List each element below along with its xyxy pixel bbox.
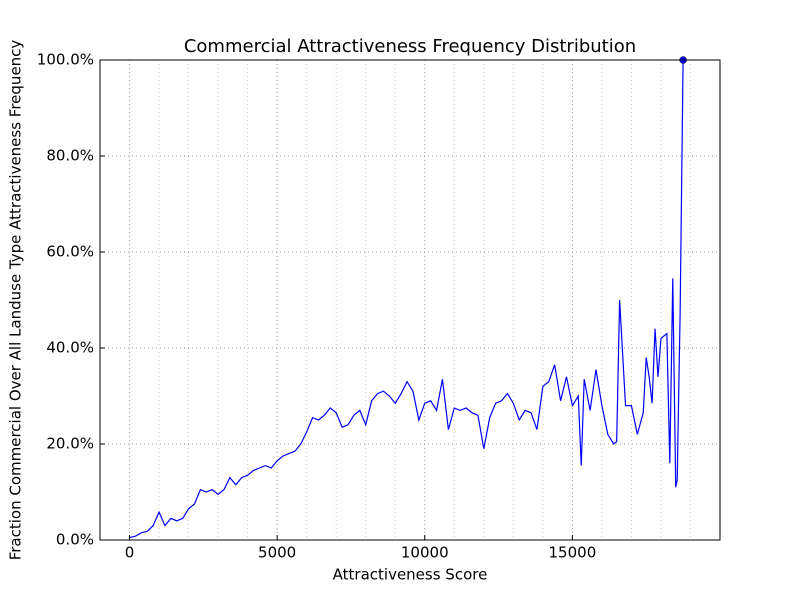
x-axis-label: Attractiveness Score — [333, 566, 488, 584]
y-tick-label: 80.0% — [46, 147, 94, 165]
x-tick-label: 5000 — [258, 544, 296, 562]
x-tick-label: 10000 — [401, 544, 449, 562]
y-axis-label: Fraction Commercial Over All Landuse Typ… — [7, 40, 25, 561]
data-line — [129, 59, 684, 539]
plot-frame — [99, 59, 721, 541]
chart-title: Commercial Attractiveness Frequency Dist… — [184, 36, 636, 57]
y-tick-label: 40.0% — [46, 339, 94, 357]
y-tick-label: 20.0% — [46, 435, 94, 453]
x-tick-label: 15000 — [549, 544, 597, 562]
y-tick-label: 60.0% — [46, 243, 94, 261]
y-tick-label: 100.0% — [37, 51, 94, 69]
x-tick-label: 0 — [125, 544, 135, 562]
y-tick-label: 0.0% — [56, 531, 94, 549]
